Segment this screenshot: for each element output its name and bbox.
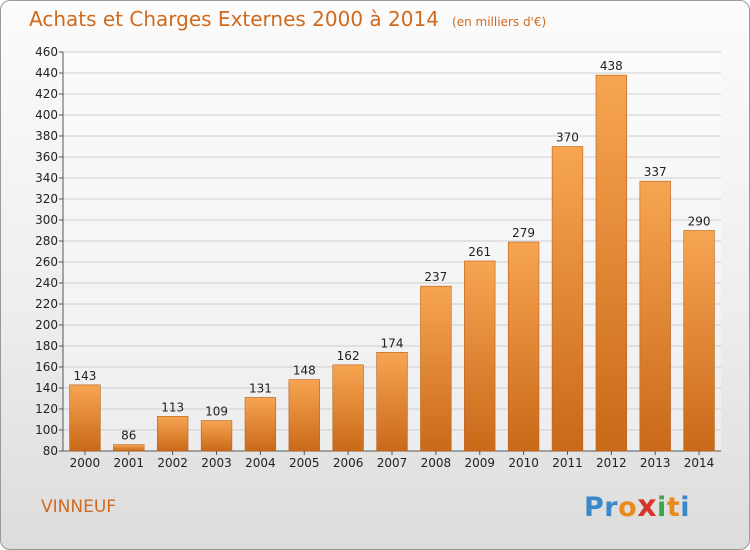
x-tick-label: 2013 <box>640 456 671 470</box>
bar-value-label: 261 <box>468 245 491 259</box>
y-tick-label: 180 <box>35 339 58 353</box>
y-tick-label: 440 <box>35 66 58 80</box>
y-tick-label: 260 <box>35 255 58 269</box>
y-tick-label: 460 <box>35 45 58 59</box>
bar-value-label: 86 <box>121 429 136 443</box>
bar-value-label: 113 <box>161 400 184 414</box>
x-tick-label: 2014 <box>684 456 715 470</box>
bar <box>420 285 452 452</box>
bar <box>332 364 364 452</box>
y-tick-label: 100 <box>35 423 58 437</box>
y-tick-label: 140 <box>35 381 58 395</box>
bar-value-label: 131 <box>249 381 272 395</box>
logo-letter: o <box>618 492 638 523</box>
bar-value-label: 337 <box>644 165 667 179</box>
x-tick-label: 2008 <box>421 456 452 470</box>
bar-value-label: 438 <box>600 59 623 73</box>
bar <box>639 180 671 452</box>
bar <box>200 420 233 452</box>
bar-value-label: 148 <box>293 364 316 378</box>
x-tick-label: 2003 <box>201 456 232 470</box>
bar <box>683 230 715 452</box>
bar <box>69 384 101 452</box>
bar-value-label: 290 <box>688 215 711 229</box>
logo-letter: i <box>657 492 667 523</box>
x-tick-label: 2005 <box>289 456 320 470</box>
chart-title: Achats et Charges Externes 2000 à 2014 <box>29 7 439 31</box>
x-tick-label: 2011 <box>552 456 583 470</box>
x-tick-label: 2000 <box>70 456 101 470</box>
y-tick-label: 240 <box>35 276 58 290</box>
bar <box>595 74 627 452</box>
bar-value-label: 162 <box>337 349 360 363</box>
x-tick-label: 2002 <box>157 456 188 470</box>
logo-letter: i <box>680 492 690 523</box>
y-tick-label: 400 <box>35 108 58 122</box>
chart-title-block: Achats et Charges Externes 2000 à 2014 (… <box>29 7 546 31</box>
bar-value-label: 143 <box>73 369 96 383</box>
x-tick-label: 2006 <box>333 456 364 470</box>
y-tick-label: 360 <box>35 150 58 164</box>
y-tick-label: 80 <box>43 444 58 458</box>
y-tick-label: 420 <box>35 87 58 101</box>
bar <box>464 260 496 452</box>
y-tick-label: 320 <box>35 192 58 206</box>
proxiti-logo: Proxiti <box>584 489 690 524</box>
bar <box>376 351 408 452</box>
x-tick-label: 2012 <box>596 456 627 470</box>
y-tick-label: 380 <box>35 129 58 143</box>
chart-subtitle: (en milliers d'€) <box>452 15 547 29</box>
bar <box>157 416 189 452</box>
bar <box>507 241 540 452</box>
bar <box>244 397 277 452</box>
y-tick-label: 220 <box>35 297 58 311</box>
logo-letter: x <box>637 489 658 524</box>
y-tick-label: 160 <box>35 360 58 374</box>
x-tick-label: 2010 <box>508 456 539 470</box>
logo-letter: t <box>666 492 681 523</box>
bar-value-label: 279 <box>512 226 535 240</box>
logo-letter: r <box>604 492 619 523</box>
x-tick-label: 2007 <box>377 456 408 470</box>
logo-letter: P <box>584 492 605 523</box>
y-tick-label: 120 <box>35 402 58 416</box>
bar-value-label: 237 <box>424 270 447 284</box>
y-tick-label: 340 <box>35 171 58 185</box>
bar <box>551 146 584 452</box>
x-tick-label: 2004 <box>245 456 276 470</box>
bar <box>113 444 145 452</box>
y-tick-label: 200 <box>35 318 58 332</box>
bar-value-label: 174 <box>381 336 404 350</box>
bar-value-label: 109 <box>205 405 228 419</box>
city-name: VINNEUF <box>41 497 117 517</box>
x-tick-label: 2009 <box>464 456 495 470</box>
y-tick-label: 280 <box>35 234 58 248</box>
bar-value-label: 370 <box>556 131 579 145</box>
x-tick-label: 2001 <box>114 456 145 470</box>
bar <box>288 379 320 452</box>
y-tick-label: 300 <box>35 213 58 227</box>
